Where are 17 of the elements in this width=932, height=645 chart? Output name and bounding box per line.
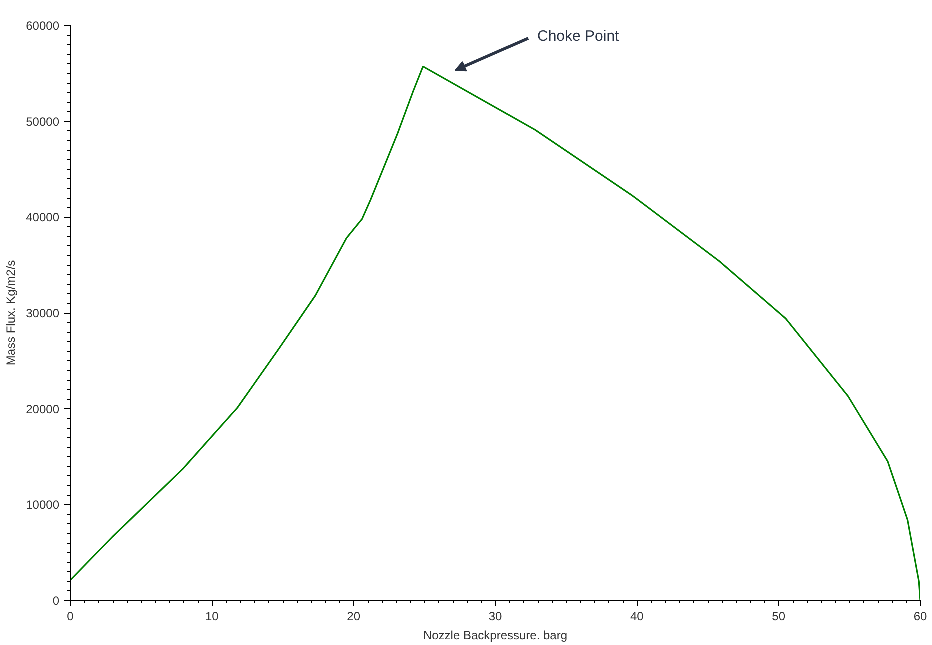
annotation: Choke Point (538, 28, 620, 45)
y-axis-title: Mass Flux. Kg/m2/s (4, 260, 18, 366)
x-tick-label: 60 (914, 610, 928, 624)
x-axis-title: Nozzle Backpressure. barg (423, 628, 568, 642)
x-tick-label: 10 (205, 610, 220, 624)
x-tick-label: 50 (772, 610, 786, 624)
x-tick-label: 30 (488, 610, 502, 624)
y-tick-label: 0 (52, 594, 60, 608)
x-tick-label: 40 (630, 610, 644, 624)
y-tick-label: 40000 (26, 210, 60, 225)
y-tick-label: 30000 (26, 306, 60, 320)
y-tick-label: 60000 (26, 19, 60, 33)
x-tick-label: 20 (347, 610, 361, 624)
y-tick-label: 20000 (26, 402, 60, 416)
x-tick-label: 0 (67, 610, 74, 624)
y-tick-label: 10000 (26, 498, 60, 512)
y-tick-label: 50000 (26, 114, 60, 129)
